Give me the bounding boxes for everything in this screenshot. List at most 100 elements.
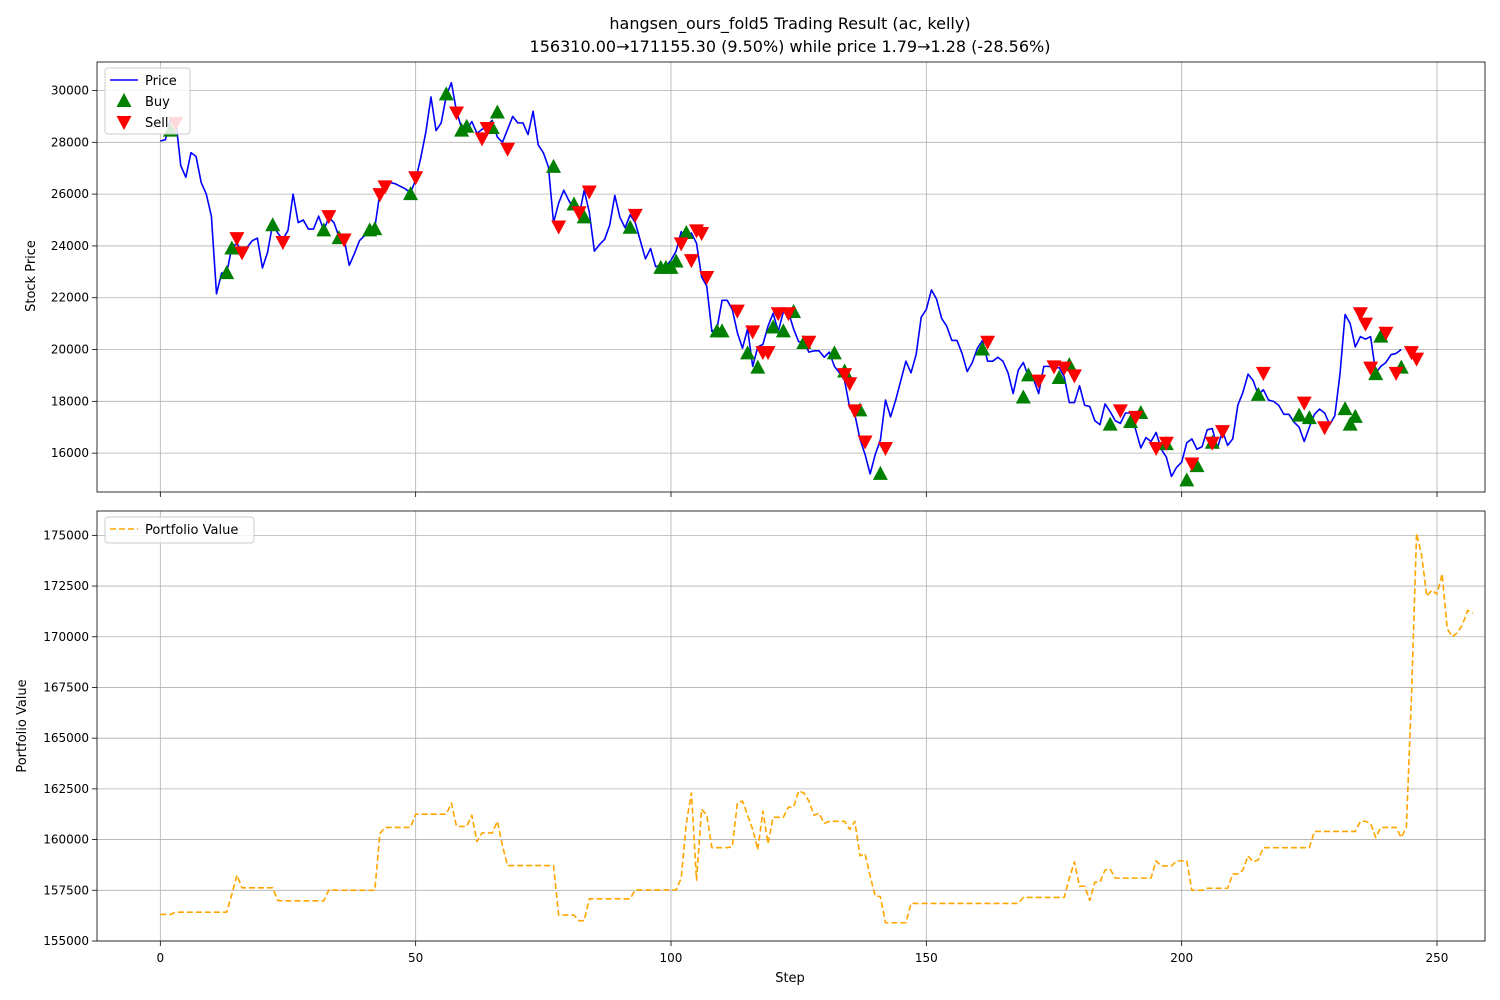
buy-marker xyxy=(1342,416,1358,431)
y-tick-label: 165000 xyxy=(43,731,89,745)
sell-marker xyxy=(408,171,424,186)
y-tick-label: 160000 xyxy=(43,833,89,847)
buy-marker xyxy=(489,104,505,119)
sell-marker xyxy=(581,185,597,200)
sell-marker xyxy=(683,254,699,269)
price-ylabel: Stock Price xyxy=(24,240,39,312)
buy-marker xyxy=(438,86,454,101)
sell-marker xyxy=(1352,307,1368,322)
sell-marker xyxy=(1204,436,1220,451)
sell-marker xyxy=(336,233,352,248)
step-xlabel: Step xyxy=(775,971,805,986)
buy-marker xyxy=(765,319,781,334)
sell-marker xyxy=(1184,457,1200,472)
buy-marker xyxy=(459,118,475,133)
sell-marker xyxy=(321,210,337,225)
buy-marker xyxy=(546,158,562,173)
buy-marker xyxy=(678,224,694,239)
sell-marker xyxy=(842,377,858,392)
sell-marker xyxy=(1388,366,1404,381)
x-tick-label: 100 xyxy=(660,951,683,965)
buy-marker xyxy=(1368,366,1384,381)
buy-marker xyxy=(403,186,419,201)
legend-label: Sell xyxy=(145,116,168,131)
sell-marker xyxy=(847,404,863,419)
portfolio-axes: 0 50 100 150 200 250 155000 157500 160000 162500 1… xyxy=(43,510,1486,965)
buy-marker xyxy=(975,341,991,356)
sell-marker xyxy=(1128,410,1144,425)
buy-marker xyxy=(1123,414,1139,429)
sell-marker xyxy=(500,142,516,157)
x-tick-label: 50 xyxy=(408,951,423,965)
buy-marker xyxy=(826,345,842,360)
sell-marker xyxy=(1363,361,1379,376)
buy-marker xyxy=(1020,367,1036,382)
x-tick-label: 150 xyxy=(915,951,938,965)
sell-marker xyxy=(551,220,567,235)
sell-marker xyxy=(1378,326,1394,341)
sell-marker xyxy=(801,335,817,350)
axes-frame xyxy=(96,61,1486,493)
buy-marker xyxy=(1102,416,1118,431)
axes-frame xyxy=(96,510,1486,942)
price-line xyxy=(160,81,1402,478)
buy-marker xyxy=(1337,401,1353,416)
buy-marker xyxy=(1179,472,1195,487)
y-tick-label: 172500 xyxy=(43,579,89,593)
buy-marker xyxy=(740,345,756,360)
sell-marker xyxy=(1215,425,1231,440)
buy-marker xyxy=(1015,389,1031,404)
y-tick-label: 26000 xyxy=(51,187,89,201)
legend-sell-swatch xyxy=(116,116,132,130)
buy-marker xyxy=(1291,407,1307,422)
buy-marker xyxy=(367,221,383,236)
sell-marker xyxy=(1358,317,1374,332)
sell-marker xyxy=(479,122,495,137)
sell-marker xyxy=(877,441,893,456)
sell-marker xyxy=(673,237,689,252)
sell-marker xyxy=(760,346,776,361)
buy-marker xyxy=(622,219,638,234)
x-tick-label: 200 xyxy=(1170,951,1193,965)
sell-marker xyxy=(745,325,761,340)
y-tick-label: 157500 xyxy=(43,883,89,897)
y-tick-label: 30000 xyxy=(51,83,89,97)
legend-label: Price xyxy=(145,74,177,89)
sell-marker xyxy=(234,246,250,261)
buy-marker xyxy=(668,253,684,268)
sell-marker xyxy=(627,208,643,223)
legend-buy-swatch xyxy=(116,93,132,107)
sell-marker xyxy=(729,304,745,319)
sell-marker xyxy=(449,106,465,121)
buy-marker xyxy=(219,265,235,280)
y-tick-label: 155000 xyxy=(43,934,89,948)
chart-title: hangsen_ours_fold5 Trading Result (ac, k… xyxy=(609,14,970,34)
buy-marker xyxy=(714,323,730,338)
portfolio-ylabel: Portfolio Value xyxy=(15,679,30,772)
y-tick-label: 16000 xyxy=(51,446,89,460)
buy-marker xyxy=(1051,370,1067,385)
buy-marker xyxy=(316,222,332,237)
buy-marker xyxy=(1373,328,1389,343)
sell-marker xyxy=(377,180,393,195)
buy-marker xyxy=(224,240,240,255)
sell-marker xyxy=(1031,374,1047,389)
x-tick-label: 250 xyxy=(1426,951,1449,965)
buy-marker xyxy=(1301,410,1317,425)
x-tick-label: 0 xyxy=(157,951,165,965)
sell-marker xyxy=(229,232,245,247)
sell-marker xyxy=(1409,352,1425,367)
portfolio-line xyxy=(160,532,1474,924)
sell-marker xyxy=(837,368,853,383)
sell-marker xyxy=(1066,369,1082,384)
sell-marker xyxy=(1046,360,1062,375)
sell-marker xyxy=(699,271,715,285)
sell-marker xyxy=(474,132,490,147)
y-tick-label: 162500 xyxy=(43,782,89,796)
chart-subtitle: 156310.00→171155.30 (9.50%) while price … xyxy=(530,37,1051,56)
buy-marker xyxy=(265,217,281,232)
y-tick-label: 20000 xyxy=(51,343,89,357)
sell-marker xyxy=(1317,421,1333,436)
buy-marker xyxy=(775,323,791,338)
